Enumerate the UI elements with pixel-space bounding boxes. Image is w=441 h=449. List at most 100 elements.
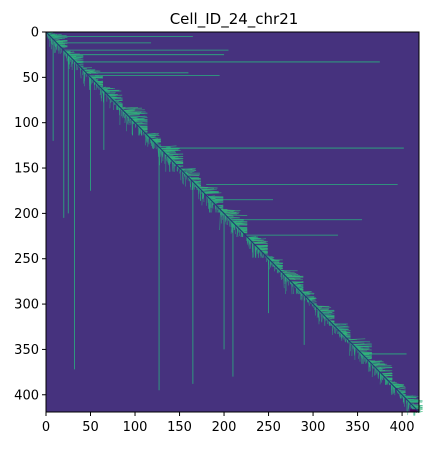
block-contact: [134, 122, 148, 124]
block-contact: [119, 106, 139, 109]
y-axis: 0 50 100 150 200 250 300 350 400: [14, 26, 46, 403]
plot-frame: [45, 31, 420, 413]
block-contact: [107, 94, 118, 96]
y-tick-label: 250: [14, 252, 39, 267]
block-contact: [100, 87, 102, 99]
block-contact: [168, 157, 184, 159]
block-contact: [121, 109, 145, 111]
block-contact: [119, 107, 143, 110]
block-contact: [50, 36, 68, 38]
block-contact: [126, 114, 140, 116]
block-contact: [334, 325, 348, 328]
block-contact: [406, 399, 420, 401]
y-tick-label: 200: [14, 207, 39, 222]
block-contact: [236, 226, 248, 229]
block-contact: [229, 218, 231, 227]
block-contact: [403, 396, 417, 399]
block-contact: [200, 188, 215, 191]
block-contact: [123, 110, 142, 113]
y-tick-label: 300: [14, 298, 39, 313]
block-contact: [349, 340, 371, 343]
y-tick-label: 50: [22, 71, 39, 86]
vertical-contacts: [52, 39, 305, 391]
block-contact: [294, 285, 304, 288]
x-tick-label: 350: [345, 420, 370, 435]
block-contact: [171, 160, 174, 172]
block-contact: [102, 89, 119, 92]
block-contact: [128, 115, 146, 118]
block-contact: [79, 66, 82, 79]
y-tick-label: 100: [14, 116, 39, 131]
block-contact: [323, 314, 335, 317]
block-contact: [252, 242, 254, 258]
block-contact: [250, 239, 252, 249]
block-contact: [181, 170, 195, 172]
y-tick-label: 400: [14, 388, 39, 403]
y-tick-label: 350: [14, 343, 39, 358]
block-contact: [295, 286, 298, 294]
block-contact: [123, 110, 125, 118]
block-contact: [402, 395, 420, 397]
y-tick-label: 0: [31, 26, 39, 41]
x-tick-label: 150: [167, 420, 192, 435]
block-contact: [256, 246, 259, 255]
block-contact: [100, 87, 116, 90]
block-contact: [179, 168, 196, 170]
block-contact: [314, 305, 330, 307]
block-contact: [318, 309, 331, 312]
block-contact: [148, 136, 150, 145]
block-contact: [50, 36, 63, 39]
block-contact: [68, 55, 84, 57]
block-contact: [369, 362, 380, 365]
block-contact: [292, 283, 304, 285]
block-contact: [208, 196, 210, 208]
block-contact: [125, 112, 148, 115]
block-contact: [353, 345, 355, 356]
block-contact: [157, 145, 159, 157]
block-contact: [356, 348, 372, 351]
block-contact: [197, 186, 218, 189]
x-tick-label: 300: [301, 420, 326, 435]
block-contact: [349, 341, 365, 344]
block-contact: [233, 222, 248, 225]
y-tick-label: 150: [14, 162, 39, 177]
block-contact: [407, 400, 419, 402]
block-contact: [368, 360, 384, 363]
block-contact: [48, 34, 62, 37]
self-contact-patch: [410, 409, 419, 412]
main-diagonal: [45, 31, 420, 413]
block-contact: [145, 133, 147, 146]
x-tick-label: 200: [212, 420, 237, 435]
block-contact: [301, 292, 314, 295]
heatmap-plot-area: [45, 31, 423, 416]
block-contact: [221, 211, 237, 214]
block-contact: [197, 186, 200, 200]
block-contact: [165, 153, 184, 156]
x-tick-label: 50: [82, 420, 99, 435]
block-contact: [181, 170, 184, 180]
block-contact: [167, 156, 184, 158]
block-contact: [315, 306, 332, 308]
block-contact: [353, 345, 372, 347]
block-contact: [125, 112, 127, 132]
x-tick-label: 250: [256, 420, 281, 435]
chart-title: Cell_ID_24_chr21: [170, 10, 299, 29]
block-contact: [129, 117, 148, 120]
block-contact: [229, 218, 244, 221]
block-contact: [158, 146, 171, 148]
block-contact: [219, 208, 221, 231]
block-contact: [231, 220, 245, 223]
block-contact: [352, 343, 370, 346]
block-contact: [249, 239, 266, 242]
block-contact: [100, 87, 102, 102]
x-tick-label: 400: [390, 420, 415, 435]
block-contact: [282, 274, 299, 276]
x-tick-label: 100: [123, 420, 148, 435]
block-contact: [173, 161, 184, 164]
block-contact: [349, 341, 351, 356]
x-tick-label: 0: [42, 420, 50, 435]
block-contact: [161, 150, 181, 152]
block-contact: [283, 273, 285, 289]
block-contact: [234, 223, 236, 235]
block-contact: [251, 241, 267, 244]
